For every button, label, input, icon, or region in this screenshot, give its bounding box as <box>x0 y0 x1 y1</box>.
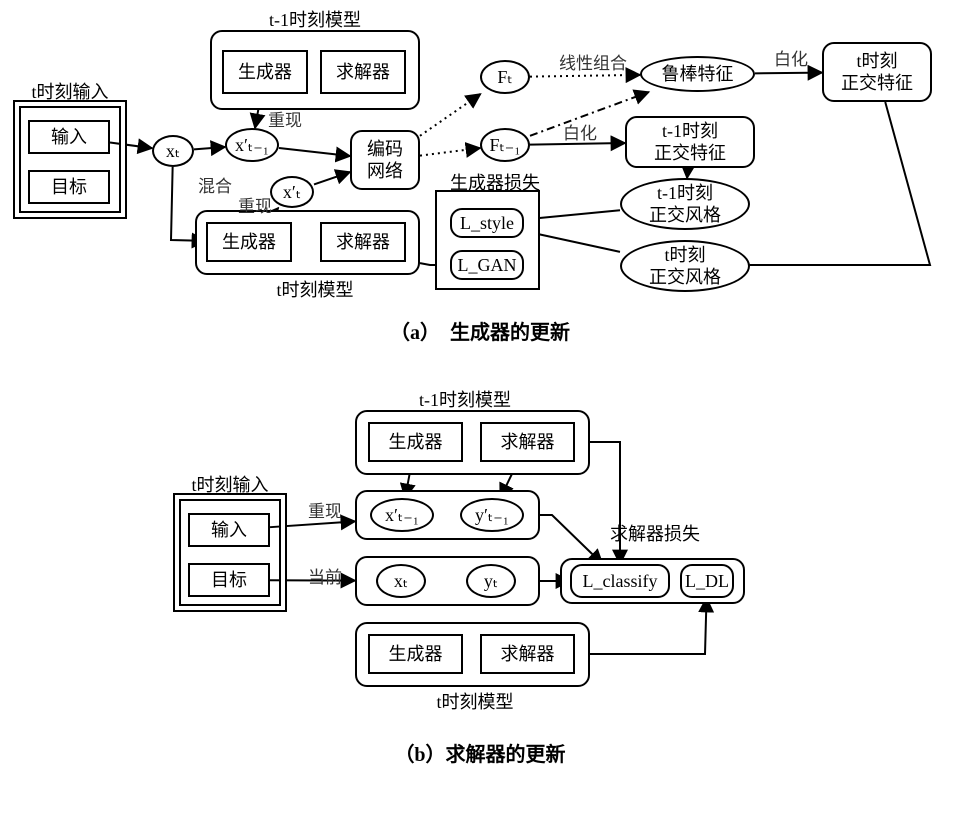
a-Ft: Fₜ <box>480 60 530 94</box>
a-ortho-style-t: t时刻 正交风格 <box>620 240 750 292</box>
a-bot-generator: 生成器 <box>206 222 292 262</box>
b-input-box: 输入 <box>188 513 270 547</box>
a-genloss-title: 生成器损失 <box>440 172 550 194</box>
b-Lclassify: L_classify <box>570 564 670 598</box>
caption-b: （b）求解器的更新 <box>350 740 610 770</box>
a-target-box: 目标 <box>28 170 110 204</box>
diagram-stage: t时刻输入 输入 目标 xₜ t-1时刻模型 生成器 求解器 x′ₜ₋₁ x′ₜ… <box>0 0 965 816</box>
a-xprev: x′ₜ₋₁ <box>225 128 279 162</box>
a-whitening-1: 白化 <box>766 48 816 72</box>
b-label-reproduce: 重现 <box>300 500 350 524</box>
b-top-model-title: t-1时刻模型 <box>400 388 530 412</box>
a-input-title: t时刻输入 <box>20 80 120 104</box>
b-top-generator: 生成器 <box>368 422 463 462</box>
a-ortho-style-tm1: t-1时刻 正交风格 <box>620 178 750 230</box>
a-label-reproduce-bot: 重现 <box>230 196 280 218</box>
b-bot-solver: 求解器 <box>480 634 575 674</box>
a-top-solver: 求解器 <box>320 50 406 94</box>
a-bot-solver: 求解器 <box>320 222 406 262</box>
b-xprev: x′ₜ₋₁ <box>370 498 434 532</box>
b-bot-generator: 生成器 <box>368 634 463 674</box>
a-whitening-2: 白化 <box>555 122 605 146</box>
a-top-generator: 生成器 <box>222 50 308 94</box>
caption-a: （a） 生成器的更新 <box>330 318 630 348</box>
a-encoder: 编码 网络 <box>350 130 420 190</box>
b-top-solver: 求解器 <box>480 422 575 462</box>
a-ortho-feat-t: t时刻 正交特征 <box>822 42 932 102</box>
a-Lgan: L_GAN <box>450 250 524 280</box>
a-input-box: 输入 <box>28 120 110 154</box>
b-label-current: 当前 <box>300 566 350 590</box>
a-xt: xₜ <box>152 135 194 167</box>
b-bot-model-title: t时刻模型 <box>420 690 530 714</box>
a-label-reproduce-top: 重现 <box>260 110 310 132</box>
a-linear-combo-label: 线性组合 <box>548 52 638 76</box>
a-top-model-title: t-1时刻模型 <box>250 8 380 32</box>
b-yprev: y′ₜ₋₁ <box>460 498 524 532</box>
b-xt: xₜ <box>376 564 426 598</box>
a-Ft1: Fₜ₋₁ <box>480 128 530 162</box>
b-Ldl: L_DL <box>680 564 734 598</box>
b-yt: yₜ <box>466 564 516 598</box>
b-loss-title: 求解器损失 <box>595 522 715 546</box>
b-target-box: 目标 <box>188 563 270 597</box>
a-robust-feature: 鲁棒特征 <box>640 56 755 92</box>
b-input-title: t时刻输入 <box>180 473 280 497</box>
a-bot-model-title: t时刻模型 <box>260 278 370 302</box>
a-label-mix: 混合 <box>190 176 240 198</box>
a-ortho-feat-tm1: t-1时刻 正交特征 <box>625 116 755 168</box>
a-Lstyle: L_style <box>450 208 524 238</box>
